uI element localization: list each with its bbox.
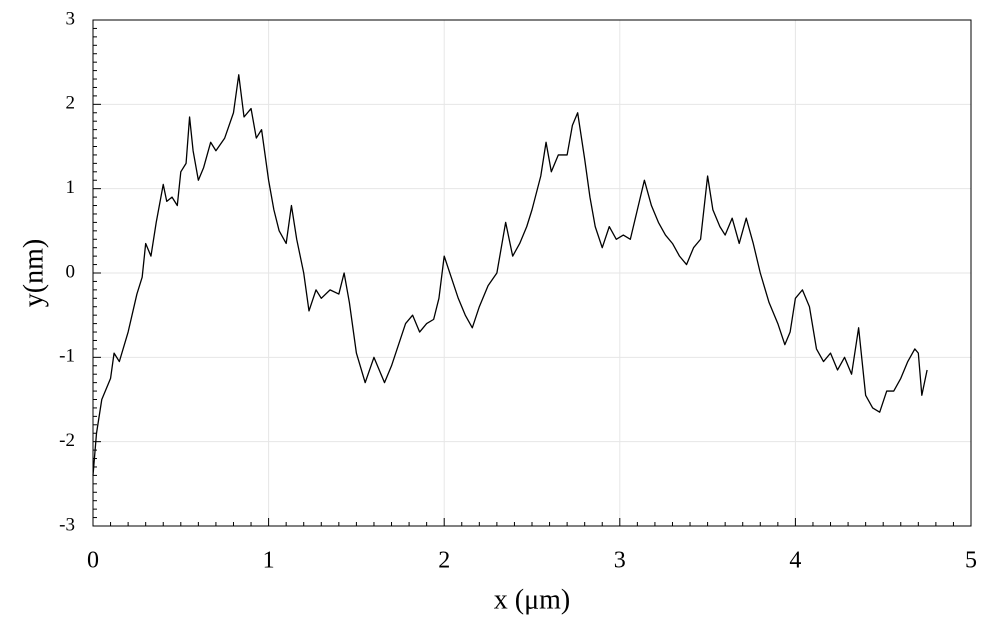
x-tick-label: 4 [789, 548, 801, 574]
x-tick-label: 5 [965, 548, 977, 574]
x-tick-label: 3 [614, 548, 626, 574]
plot-frame [92, 19, 972, 527]
y-tick-label: -2 [59, 430, 75, 451]
x-tick-label: 2 [438, 548, 450, 574]
x-axis-label: x (μm) [494, 584, 570, 615]
y-tick-label: 2 [66, 93, 76, 114]
y-tick-label: 1 [66, 177, 76, 198]
y-tick-label: 3 [66, 8, 76, 29]
profile-line [92, 74, 928, 476]
y-tick-label: -1 [59, 346, 75, 367]
x-tick-label: 0 [87, 548, 99, 574]
y-tick-label: 0 [66, 261, 76, 282]
y-tick-label: -3 [59, 514, 75, 535]
y-axis-label: y(nm) [18, 239, 49, 307]
x-tick-label: 1 [263, 548, 275, 574]
